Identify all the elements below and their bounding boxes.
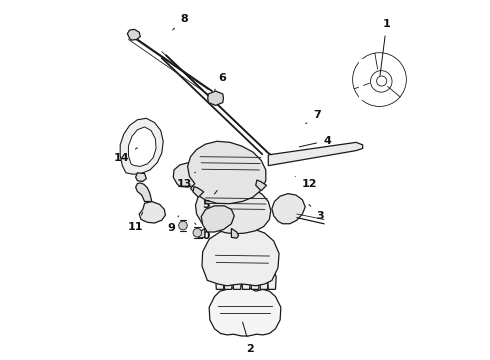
Polygon shape (268, 273, 276, 289)
Polygon shape (197, 228, 205, 238)
Polygon shape (136, 183, 152, 202)
Polygon shape (242, 273, 250, 289)
Text: 10: 10 (195, 223, 212, 240)
Polygon shape (128, 127, 156, 166)
Text: 13: 13 (176, 172, 196, 189)
Text: 2: 2 (243, 322, 254, 354)
Polygon shape (260, 273, 269, 289)
Polygon shape (256, 180, 267, 191)
Polygon shape (208, 91, 223, 105)
Polygon shape (120, 118, 163, 174)
Polygon shape (136, 173, 147, 181)
Text: 6: 6 (215, 73, 225, 90)
Text: 12: 12 (295, 176, 318, 189)
Polygon shape (201, 206, 234, 232)
Text: 14: 14 (114, 148, 137, 163)
Text: 4: 4 (299, 136, 331, 147)
Polygon shape (216, 273, 224, 289)
Text: 9: 9 (168, 216, 179, 233)
Polygon shape (127, 30, 140, 40)
Text: 7: 7 (306, 111, 320, 124)
Text: 11: 11 (128, 212, 144, 231)
Text: 5: 5 (202, 190, 217, 210)
Polygon shape (209, 286, 281, 336)
Polygon shape (193, 186, 204, 197)
Circle shape (193, 228, 201, 237)
Polygon shape (272, 194, 305, 224)
Text: 8: 8 (172, 14, 188, 30)
Polygon shape (269, 142, 363, 166)
Text: 1: 1 (380, 19, 391, 76)
Polygon shape (251, 273, 259, 289)
Polygon shape (173, 163, 206, 187)
Polygon shape (188, 141, 266, 204)
Polygon shape (139, 202, 166, 223)
Polygon shape (202, 227, 279, 286)
Circle shape (179, 221, 187, 230)
Polygon shape (231, 228, 239, 238)
Text: 3: 3 (309, 204, 324, 221)
Polygon shape (224, 273, 232, 289)
Polygon shape (196, 182, 271, 234)
Polygon shape (233, 273, 242, 289)
